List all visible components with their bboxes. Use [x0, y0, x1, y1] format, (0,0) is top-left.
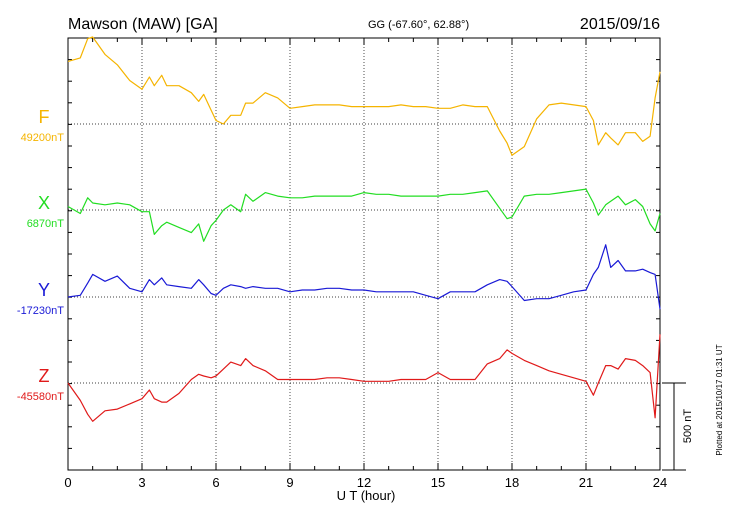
scale-bar: 500 nT: [662, 382, 694, 471]
series-name-x: X: [38, 193, 50, 213]
x-tick-label: 24: [653, 475, 667, 490]
series-baseline-y: -17230nT: [17, 305, 64, 317]
series-group: [67, 36, 661, 422]
x-tick-label: 6: [212, 475, 219, 490]
grid-lines: [68, 38, 660, 470]
plot-date: 2015/09/16: [580, 16, 660, 33]
series-line-y: [67, 244, 661, 310]
series-name-z: Z: [39, 366, 50, 386]
scale-bar-label: 500 nT: [682, 409, 694, 444]
x-tick-label: 21: [579, 475, 593, 490]
series-labels: F 49200nT X 6870nT Y -17230nT Z -45580nT: [17, 107, 64, 403]
x-tick-labels: 0 3 6 9 12 15 18 21 24: [64, 475, 667, 490]
series-name-f: F: [39, 107, 50, 127]
series-baseline-x: 6870nT: [27, 218, 65, 230]
series-name-y: Y: [38, 280, 50, 300]
station-title: Mawson (MAW) [GA]: [68, 16, 218, 33]
x-axis-label: U T (hour): [337, 488, 396, 503]
x-tick-label: 0: [64, 475, 71, 490]
axis-ticks: [67, 38, 661, 470]
series-line-f: [67, 36, 661, 156]
x-tick-label: 12: [357, 475, 371, 490]
x-tick-label: 18: [505, 475, 519, 490]
station-coords: GG (-67.60°, 62.88°): [368, 19, 469, 31]
x-tick-label: 3: [138, 475, 145, 490]
series-baseline-f: 49200nT: [21, 132, 65, 144]
plotted-timestamp: Plotted at 2015/10/17 01:31 UT: [715, 344, 724, 455]
x-tick-label: 15: [431, 475, 445, 490]
series-baseline-z: -45580nT: [17, 391, 64, 403]
series-line-x: [67, 188, 661, 242]
series-line-z: [67, 334, 661, 422]
x-tick-label: 9: [286, 475, 293, 490]
